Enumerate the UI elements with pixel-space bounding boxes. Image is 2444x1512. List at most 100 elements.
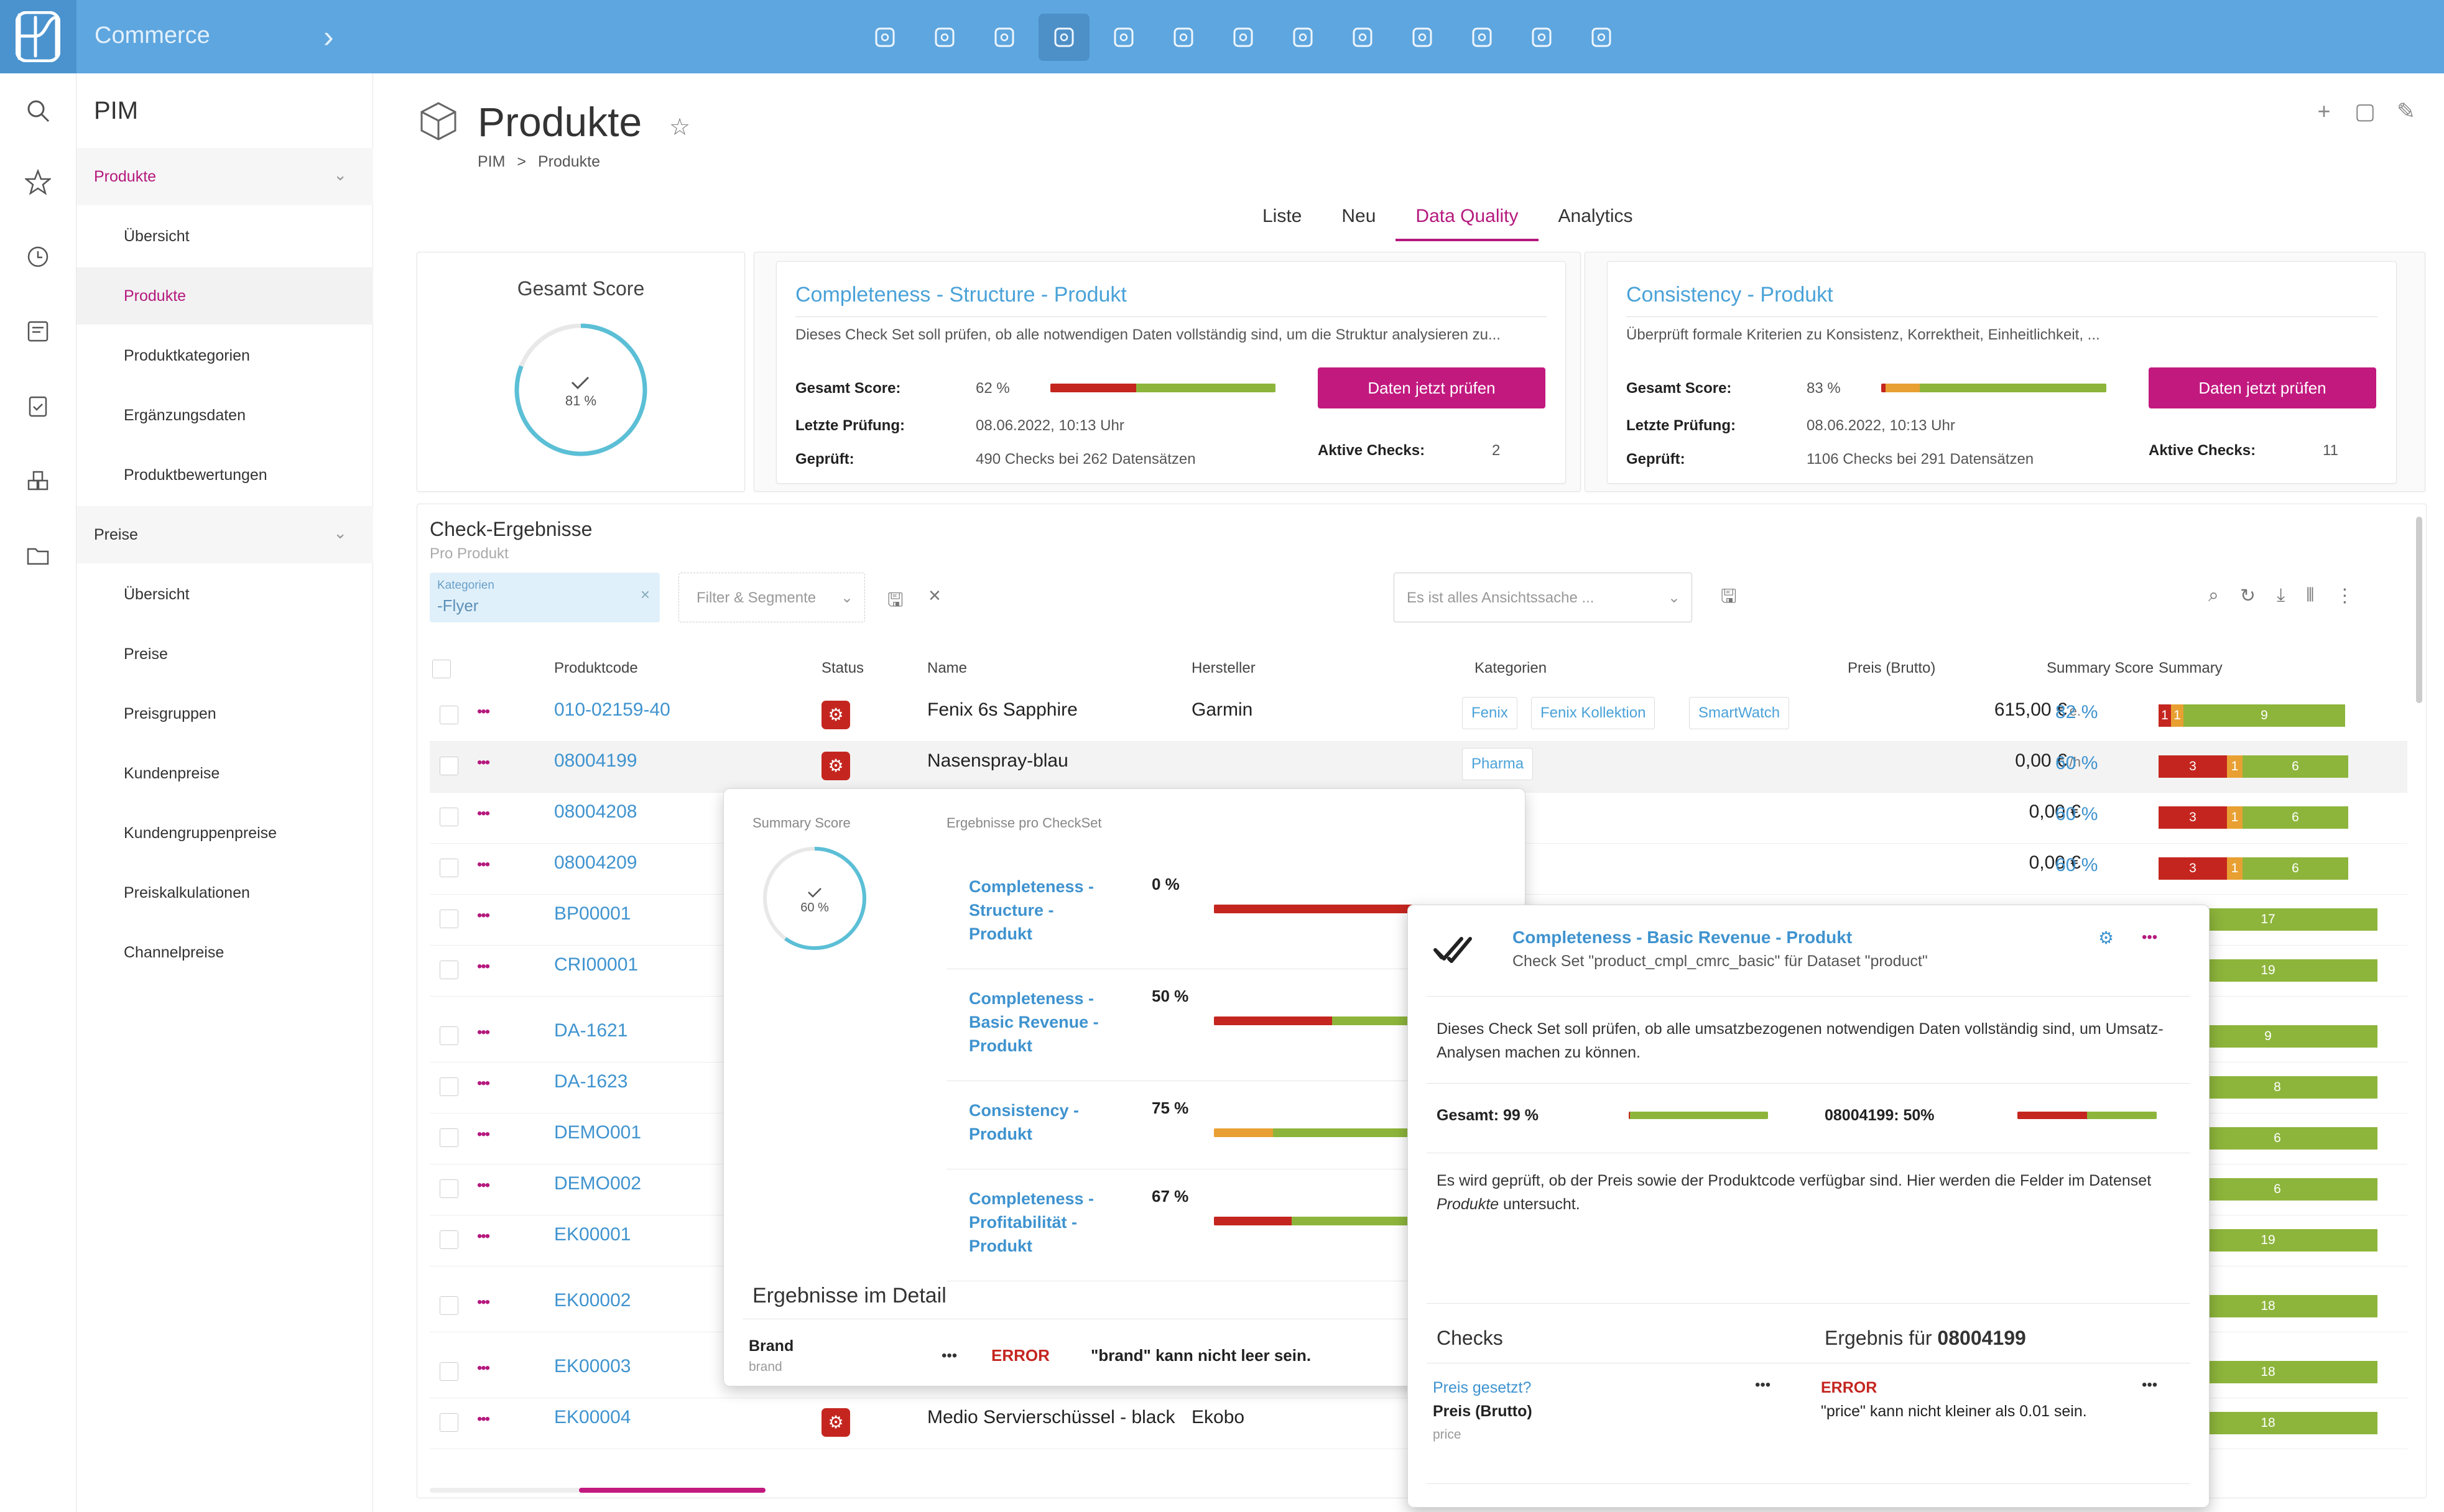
row-checkbox[interactable] <box>440 1077 458 1096</box>
row-checkbox[interactable] <box>440 1296 458 1315</box>
checkset-result-name[interactable]: Completeness - Profitabilität - Produkt <box>969 1189 1095 1255</box>
sidebar-item[interactable]: Produktbewertungen <box>76 446 373 504</box>
category-tag[interactable]: Fenix <box>1462 697 1517 729</box>
sidebar-item[interactable]: Produkte ⌄ <box>76 148 373 205</box>
row-checkbox[interactable] <box>440 961 458 979</box>
more-icon[interactable]: ••• <box>2142 929 2158 946</box>
column-header[interactable]: Produktcode <box>554 660 638 676</box>
sidebar-item[interactable]: Kundengruppenpreise <box>76 804 373 862</box>
clear-icon[interactable]: × <box>928 584 941 607</box>
more-icon[interactable]: ••• <box>942 1347 958 1364</box>
breadcrumb-item[interactable]: PIM <box>478 153 506 170</box>
column-header[interactable]: Summary <box>2159 660 2223 676</box>
row-checkbox[interactable] <box>440 910 458 928</box>
row-actions-icon[interactable]: ••• <box>477 1024 490 1041</box>
sidebar-item[interactable]: Preise <box>76 625 373 683</box>
column-header[interactable]: Status <box>822 660 864 676</box>
settings-icon[interactable]: ⚙ <box>2098 928 2114 947</box>
refresh-icon[interactable]: ↻ <box>2239 586 2256 606</box>
check-link[interactable]: Preis gesetzt? <box>1433 1379 1532 1396</box>
checkset-title[interactable]: Completeness - Basic Revenue - Produkt <box>1512 928 1853 947</box>
edit-icon[interactable]: ✎ <box>2396 98 2416 124</box>
chart-icon[interactable] <box>1397 14 1448 61</box>
row-checkbox[interactable] <box>440 1230 458 1249</box>
tab-neu[interactable]: Neu <box>1341 206 1376 226</box>
checkset-title[interactable]: Completeness - Structure - Produkt <box>795 283 1127 307</box>
row-checkbox[interactable] <box>440 1413 458 1432</box>
row-actions-icon[interactable]: ••• <box>477 1075 490 1092</box>
download-icon[interactable]: ⤓ <box>2276 585 2285 606</box>
category-tag[interactable]: Fenix Kollektion <box>1531 697 1655 729</box>
product-code-link[interactable]: 010-02159-40 <box>554 699 670 720</box>
row-checkbox[interactable] <box>440 757 458 775</box>
boxes-icon[interactable] <box>22 465 53 496</box>
product-code-link[interactable]: DA-1621 <box>554 1020 628 1041</box>
column-header[interactable]: Preis (Brutto) <box>1848 660 1936 676</box>
apps-icon[interactable] <box>1516 14 1567 61</box>
category-tag[interactable]: Pharma <box>1462 748 1534 780</box>
sidebar-item[interactable]: Preiskalkulationen <box>76 864 373 921</box>
scrollbar-thumb[interactable] <box>579 1488 766 1493</box>
row-actions-icon[interactable]: ••• <box>477 1294 490 1311</box>
column-header[interactable]: Hersteller <box>1192 660 1256 676</box>
product-code-link[interactable]: EK00001 <box>554 1224 631 1245</box>
row-checkbox[interactable] <box>440 1026 458 1045</box>
product-code-link[interactable]: EK00002 <box>554 1290 631 1311</box>
row-actions-icon[interactable]: ••• <box>477 805 490 822</box>
app-logo[interactable] <box>0 0 76 73</box>
more-vertical-icon[interactable]: ⋮ <box>2335 586 2354 606</box>
summary-score-link[interactable]: 82 % <box>2055 702 2098 722</box>
row-actions-icon[interactable]: ••• <box>477 1411 490 1427</box>
product-code-link[interactable]: CRI00001 <box>554 954 639 975</box>
app-name[interactable]: Commerce <box>95 22 210 48</box>
notes-icon[interactable] <box>22 316 53 347</box>
sidebar-item[interactable]: Produkte <box>76 267 373 325</box>
table-row[interactable]: ••• 010-02159-40 ⚙ Fenix 6s Sapphire Garmin F… <box>430 691 2407 742</box>
sidebar-item[interactable]: Channelpreise <box>76 924 373 981</box>
select-all-checkbox[interactable] <box>432 660 451 678</box>
row-actions-icon[interactable]: ••• <box>477 856 490 873</box>
search-icon[interactable] <box>22 95 53 126</box>
sidebar-item[interactable]: Preise ⌄ <box>76 506 373 563</box>
product-code-link[interactable]: 08004208 <box>554 801 637 822</box>
document-icon[interactable] <box>919 14 970 61</box>
row-actions-icon[interactable]: ••• <box>477 754 490 771</box>
row-actions-icon[interactable]: ••• <box>477 1360 490 1376</box>
row-checkbox[interactable] <box>440 1362 458 1381</box>
check-data-button[interactable]: Daten jetzt prüfen <box>2149 367 2376 408</box>
favorite-star-icon[interactable]: ☆ <box>669 114 691 141</box>
more-icon[interactable]: ••• <box>2142 1376 2158 1393</box>
row-actions-icon[interactable]: ••• <box>477 1126 490 1143</box>
sidebar-item[interactable]: Übersicht <box>76 566 373 623</box>
settings-icon[interactable] <box>1576 14 1627 61</box>
product-box-icon[interactable] <box>1039 14 1090 61</box>
horizontal-scrollbar[interactable] <box>430 1488 766 1493</box>
columns-icon[interactable]: ⦀ <box>2306 585 2315 606</box>
row-actions-icon[interactable]: ••• <box>477 1228 490 1245</box>
vertical-scrollbar[interactable] <box>2416 517 2422 703</box>
user-icon[interactable] <box>979 14 1030 61</box>
category-filter-chip[interactable]: Kategorien -Flyer × <box>430 573 660 622</box>
summary-score-link[interactable]: 60 % <box>2055 804 2098 824</box>
circles-icon[interactable] <box>1456 14 1507 61</box>
search-icon[interactable]: ⌕ <box>2208 585 2219 606</box>
summary-score-link[interactable]: 60 % <box>2055 855 2098 875</box>
product-code-link[interactable]: DA-1623 <box>554 1071 628 1092</box>
sidebar-item[interactable]: Übersicht <box>76 208 373 265</box>
product-code-link[interactable]: EK00003 <box>554 1356 631 1376</box>
product-code-link[interactable]: 08004199 <box>554 750 637 771</box>
table-row[interactable]: ••• 08004199 ⚙ Nasenspray-blau Pharma 0,00 € /… <box>430 742 2407 793</box>
column-header[interactable]: Name <box>927 660 968 676</box>
product-code-link[interactable]: DEMO001 <box>554 1122 642 1143</box>
row-checkbox[interactable] <box>440 706 458 724</box>
checkset-result-name[interactable]: Consistency - Produkt <box>969 1101 1080 1143</box>
category-tag[interactable]: SmartWatch <box>1689 697 1790 729</box>
product-code-link[interactable]: EK00004 <box>554 1407 631 1427</box>
sidebar-item[interactable]: Produktkategorien <box>76 327 373 384</box>
history-icon[interactable] <box>22 241 53 272</box>
row-actions-icon[interactable]: ••• <box>477 907 490 924</box>
close-icon[interactable]: × <box>640 585 650 604</box>
layout-icon[interactable] <box>1277 14 1328 61</box>
row-checkbox[interactable] <box>440 808 458 826</box>
row-checkbox[interactable] <box>440 859 458 877</box>
